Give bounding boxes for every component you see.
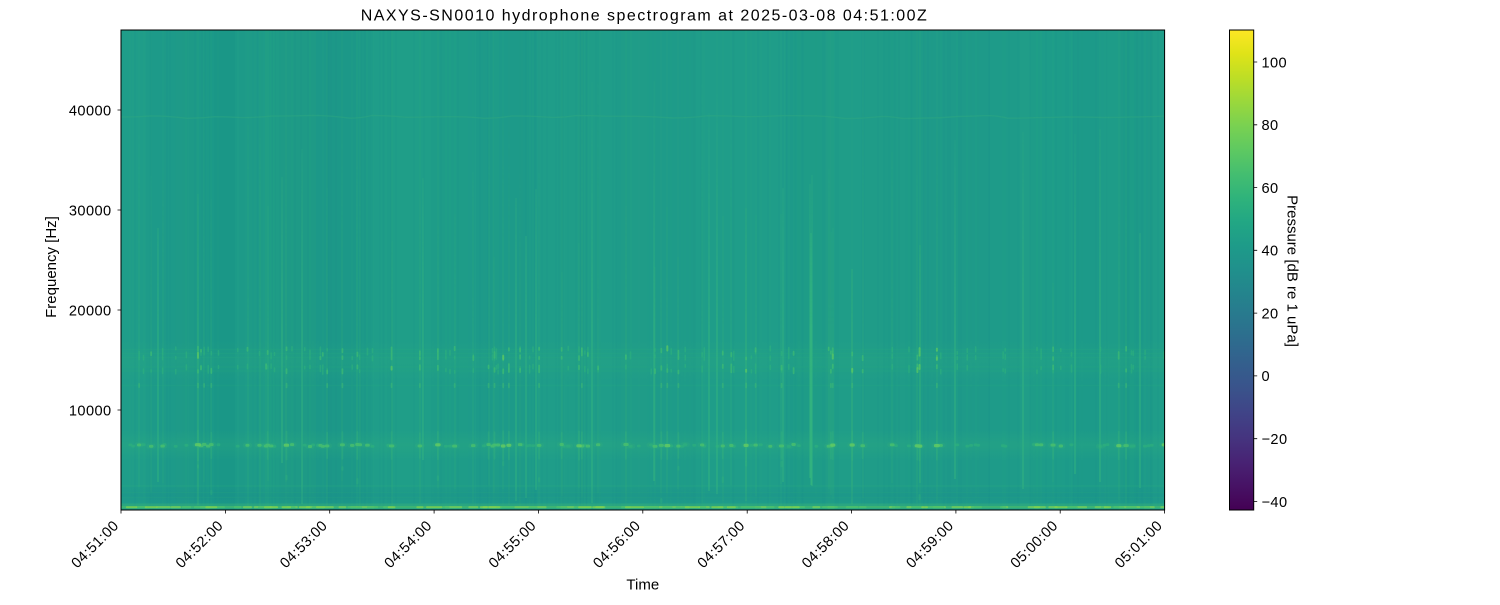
svg-text:Frequency [Hz]: Frequency [Hz]	[43, 216, 60, 318]
svg-text:40: 40	[1262, 244, 1279, 260]
svg-text:80: 80	[1262, 118, 1279, 134]
svg-text:−20: −20	[1262, 432, 1288, 448]
svg-text:30000: 30000	[69, 203, 112, 219]
svg-text:04:53:00: 04:53:00	[277, 518, 331, 572]
svg-text:20: 20	[1262, 306, 1279, 322]
svg-text:Pressure [dB re 1 uPa]: Pressure [dB re 1 uPa]	[1284, 195, 1301, 347]
svg-text:04:55:00: 04:55:00	[486, 518, 540, 572]
svg-text:05:01:00: 05:01:00	[1112, 518, 1166, 572]
svg-text:04:59:00: 04:59:00	[903, 518, 957, 572]
svg-text:04:54:00: 04:54:00	[382, 518, 436, 572]
svg-text:20000: 20000	[69, 303, 112, 319]
svg-text:10000: 10000	[69, 403, 112, 419]
svg-text:NAXYS-SN0010 hydrophone spectr: NAXYS-SN0010 hydrophone spectrogram at 2…	[361, 8, 929, 25]
svg-text:100: 100	[1262, 55, 1288, 71]
svg-text:04:58:00: 04:58:00	[799, 518, 853, 572]
svg-text:60: 60	[1262, 181, 1279, 197]
svg-text:04:52:00: 04:52:00	[173, 518, 227, 572]
svg-text:04:57:00: 04:57:00	[695, 518, 749, 572]
svg-text:05:00:00: 05:00:00	[1008, 518, 1062, 572]
svg-text:Time: Time	[626, 577, 659, 594]
svg-text:0: 0	[1262, 369, 1271, 385]
svg-text:04:56:00: 04:56:00	[590, 518, 644, 572]
svg-text:04:51:00: 04:51:00	[69, 518, 123, 572]
svg-text:40000: 40000	[69, 103, 112, 119]
svg-text:−40: −40	[1262, 495, 1288, 511]
